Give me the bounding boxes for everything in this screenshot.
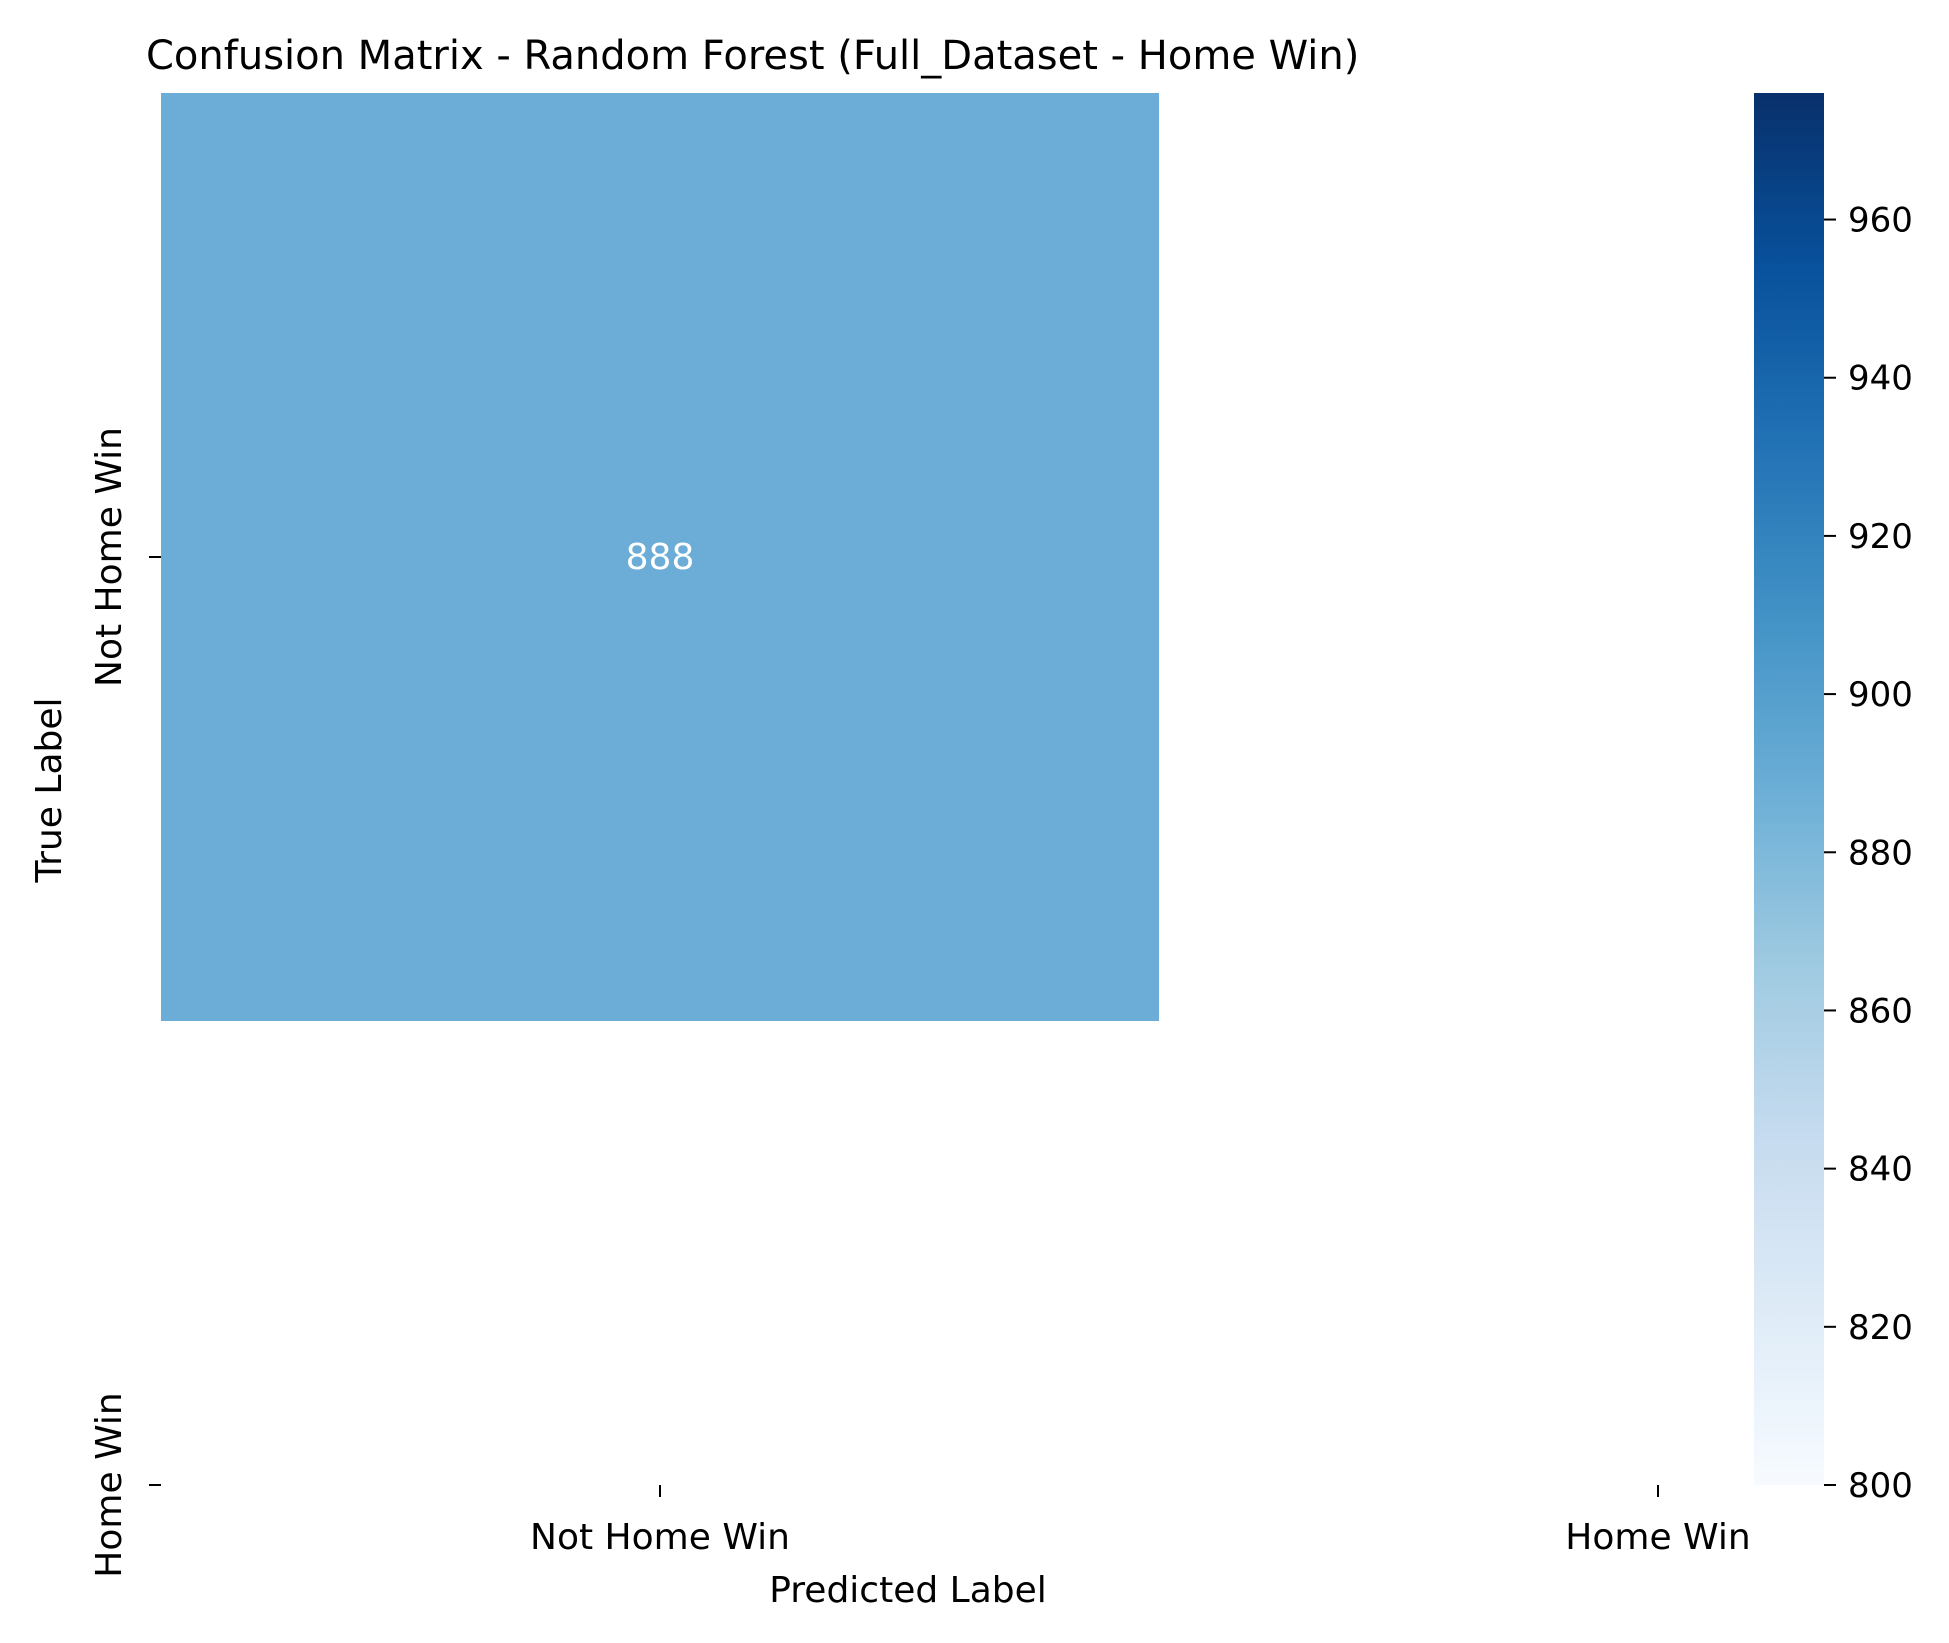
y-tick-label: Home Win: [89, 1392, 130, 1577]
x-tick-label: Not Home Win: [530, 1517, 790, 1558]
x-tick-label: Home Win: [1565, 1517, 1750, 1558]
colorbar-tick-label: 820: [1848, 1308, 1913, 1348]
x-axis-ticks: Not Home Win Home Win: [530, 1485, 1751, 1558]
colorbar-tick-label: 860: [1848, 991, 1913, 1031]
cell-annotation-r0-c0: 888: [626, 537, 695, 578]
colorbar-tick-label: 960: [1848, 201, 1913, 241]
colorbar-tick-label: 880: [1848, 833, 1913, 873]
y-axis-label: True Label: [29, 697, 70, 883]
colorbar-tick-label: 900: [1848, 675, 1913, 715]
colorbar-tick-label: 940: [1848, 359, 1913, 399]
colorbar: [1754, 93, 1824, 1485]
y-axis-ticks: Not Home Win Home Win: [89, 427, 161, 1578]
y-tick-label: Not Home Win: [89, 427, 130, 687]
colorbar-tick-label: 840: [1848, 1150, 1913, 1190]
heatmap-cells: [161, 93, 1159, 1021]
colorbar-tick-label: 920: [1848, 517, 1913, 557]
heatmap-annotations: 888: [626, 537, 695, 578]
x-axis-label: Predicted Label: [769, 1570, 1047, 1611]
colorbar-tick-label: 800: [1848, 1466, 1913, 1506]
colorbar-ticks: 800 820 840 860 880 900 920 940 960: [1824, 201, 1913, 1506]
chart-title: Confusion Matrix - Random Forest (Full_D…: [146, 33, 1359, 79]
heatmap-cell-r0-c0: [161, 93, 1159, 1021]
